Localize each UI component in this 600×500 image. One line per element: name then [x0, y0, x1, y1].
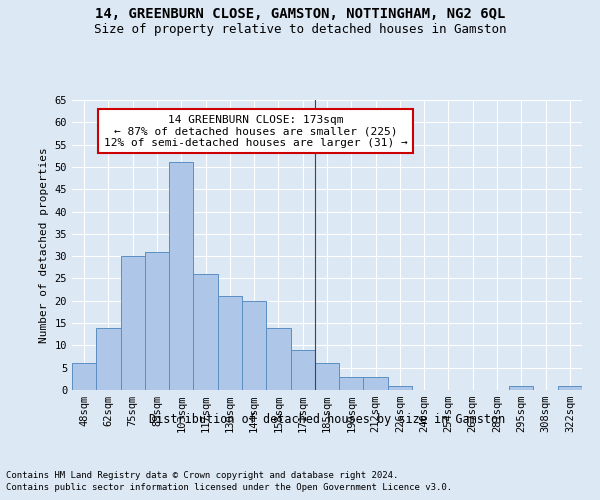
- Bar: [218, 296, 242, 390]
- Text: Distribution of detached houses by size in Gamston: Distribution of detached houses by size …: [149, 412, 505, 426]
- Bar: [145, 252, 169, 390]
- Text: Contains public sector information licensed under the Open Government Licence v3: Contains public sector information licen…: [6, 484, 452, 492]
- Bar: [558, 386, 582, 390]
- Bar: [242, 301, 266, 390]
- Bar: [96, 328, 121, 390]
- Text: Size of property relative to detached houses in Gamston: Size of property relative to detached ho…: [94, 22, 506, 36]
- Bar: [388, 386, 412, 390]
- Text: 14, GREENBURN CLOSE, GAMSTON, NOTTINGHAM, NG2 6QL: 14, GREENBURN CLOSE, GAMSTON, NOTTINGHAM…: [95, 8, 505, 22]
- Text: Contains HM Land Registry data © Crown copyright and database right 2024.: Contains HM Land Registry data © Crown c…: [6, 471, 398, 480]
- Bar: [72, 363, 96, 390]
- Bar: [339, 376, 364, 390]
- Bar: [364, 376, 388, 390]
- Bar: [121, 256, 145, 390]
- Y-axis label: Number of detached properties: Number of detached properties: [39, 147, 49, 343]
- Bar: [266, 328, 290, 390]
- Bar: [169, 162, 193, 390]
- Bar: [509, 386, 533, 390]
- Bar: [290, 350, 315, 390]
- Bar: [315, 363, 339, 390]
- Text: 14 GREENBURN CLOSE: 173sqm
← 87% of detached houses are smaller (225)
12% of sem: 14 GREENBURN CLOSE: 173sqm ← 87% of deta…: [104, 114, 407, 148]
- Bar: [193, 274, 218, 390]
